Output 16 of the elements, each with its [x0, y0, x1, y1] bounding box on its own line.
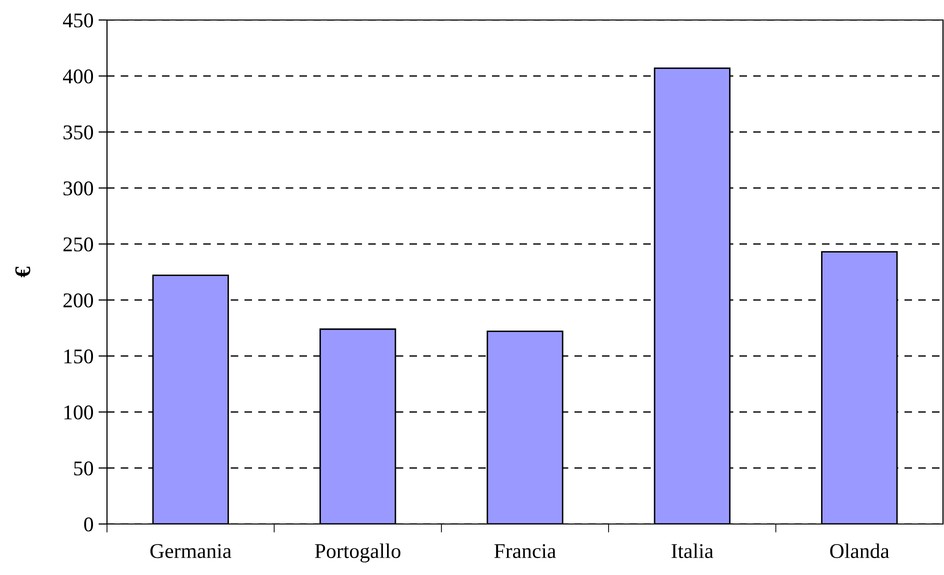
x-tick-label: Germania — [150, 544, 232, 558]
y-tick-label: 0 — [84, 517, 94, 532]
x-tick-label: Olanda — [830, 543, 890, 558]
y-tick-label: 400 — [62, 69, 94, 84]
y-tick-label: 350 — [64, 125, 94, 140]
y-axis-title: € — [15, 266, 30, 278]
y-tick-label: 200 — [63, 293, 94, 308]
y-tick-label: 300 — [64, 181, 94, 196]
x-tick-label: Francia — [494, 544, 556, 558]
x-tick-label: Portogallo — [315, 543, 400, 562]
x-tick-label: Italia — [672, 543, 714, 558]
y-tick-label: 450 — [62, 13, 94, 28]
y-tick-label: 50 — [74, 461, 94, 476]
y-tick-label: 250 — [63, 237, 94, 252]
y-tick-label: 150 — [64, 349, 94, 364]
y-tick-label: 100 — [64, 405, 94, 420]
